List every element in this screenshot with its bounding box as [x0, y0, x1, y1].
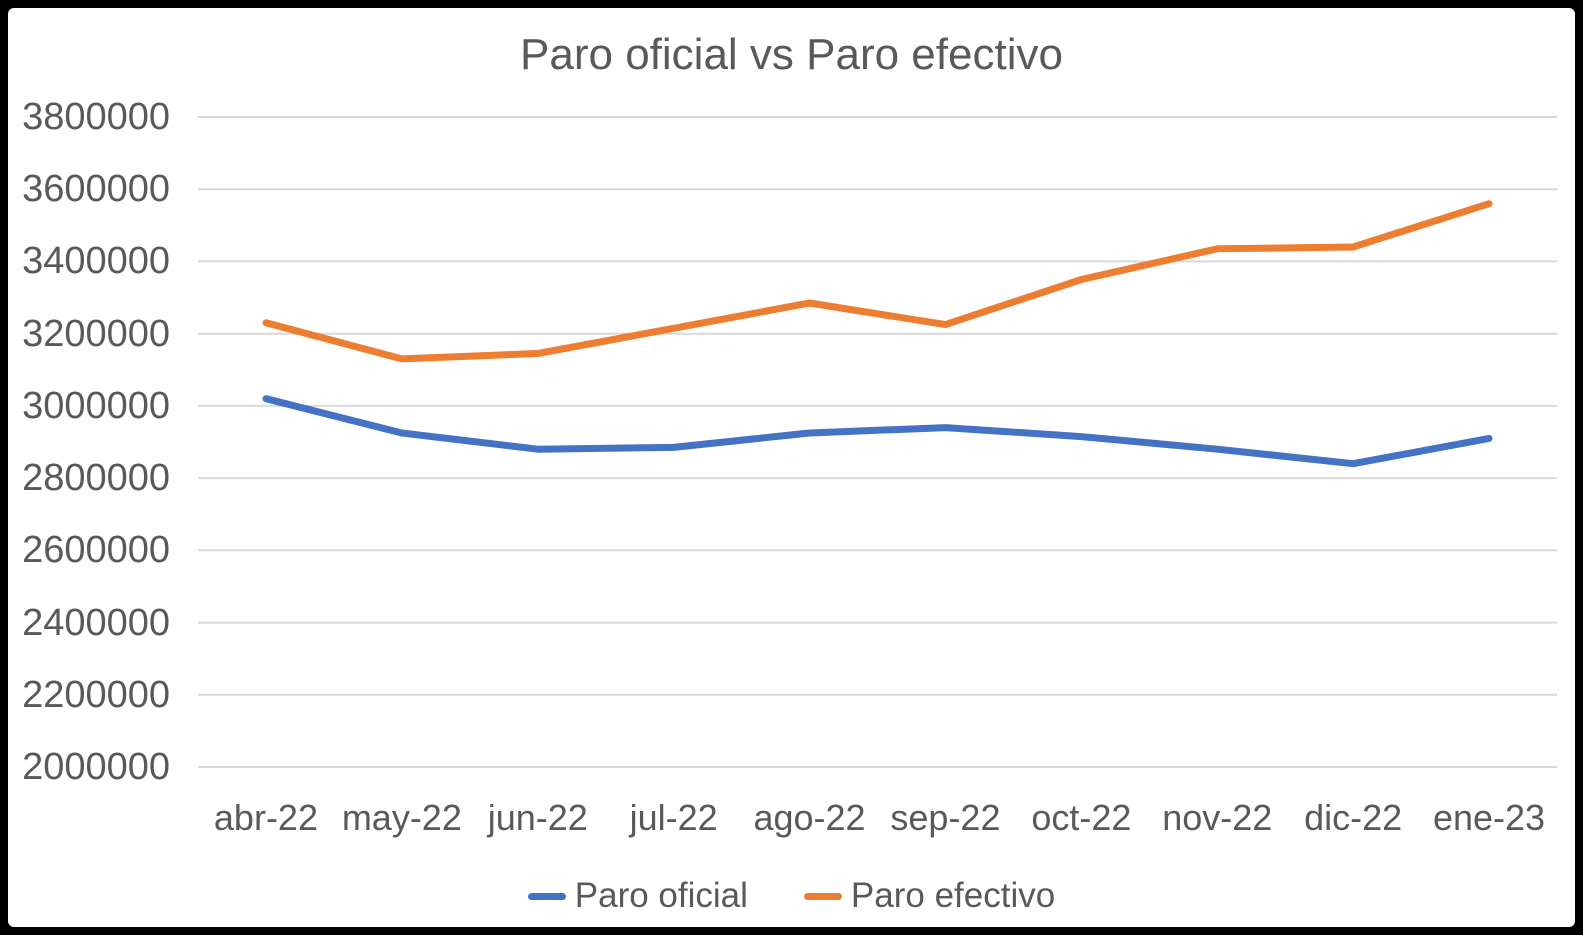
x-tick-label: abr-22 — [213, 797, 318, 838]
paro-efectivo-line-swatch — [803, 892, 842, 900]
y-tick-label: 2200000 — [22, 673, 170, 716]
paro-oficial-line-swatch — [527, 892, 566, 900]
chart-title: Paro oficial vs Paro efectivo — [520, 30, 1063, 79]
paro-efectivo-line — [262, 200, 1493, 363]
paro-oficial-legend-label: Paro oficial — [574, 876, 748, 915]
paro-oficial-line — [262, 395, 1493, 468]
x-tick-label: oct-22 — [1031, 797, 1132, 838]
legend-item-paro-oficial: Paro oficial — [527, 876, 748, 916]
x-tick-label: jul-22 — [629, 797, 718, 838]
y-tick-label: 3400000 — [22, 240, 170, 283]
x-tick-label: ago-22 — [753, 797, 866, 838]
x-tick-label: jun-22 — [487, 797, 588, 838]
x-tick-label: may-22 — [341, 797, 462, 838]
y-tick-label: 3800000 — [22, 96, 170, 138]
plot-area — [198, 116, 1557, 768]
legend: Paro oficial Paro efectivo — [8, 870, 1575, 922]
x-tick-label: nov-22 — [1162, 797, 1273, 838]
y-tick-label: 3600000 — [22, 168, 170, 211]
x-tick-label: sep-22 — [890, 797, 1001, 838]
legend-item-paro-efectivo: Paro efectivo — [803, 876, 1056, 916]
x-tick-label: ene-23 — [1432, 797, 1546, 838]
y-tick-label: 2400000 — [22, 601, 170, 644]
x-tick-label: dic-22 — [1304, 797, 1403, 838]
paro-efectivo-legend-label: Paro efectivo — [850, 876, 1056, 915]
y-tick-label: 2000000 — [22, 746, 170, 788]
y-tick-label: 3000000 — [22, 384, 170, 427]
chart-canvas: Paro oficial vs Paro efectivo 3800000 360… — [8, 8, 1575, 927]
y-tick-label: 2600000 — [22, 529, 170, 572]
y-tick-label: 3200000 — [22, 312, 170, 355]
y-tick-label: 2800000 — [22, 457, 170, 500]
